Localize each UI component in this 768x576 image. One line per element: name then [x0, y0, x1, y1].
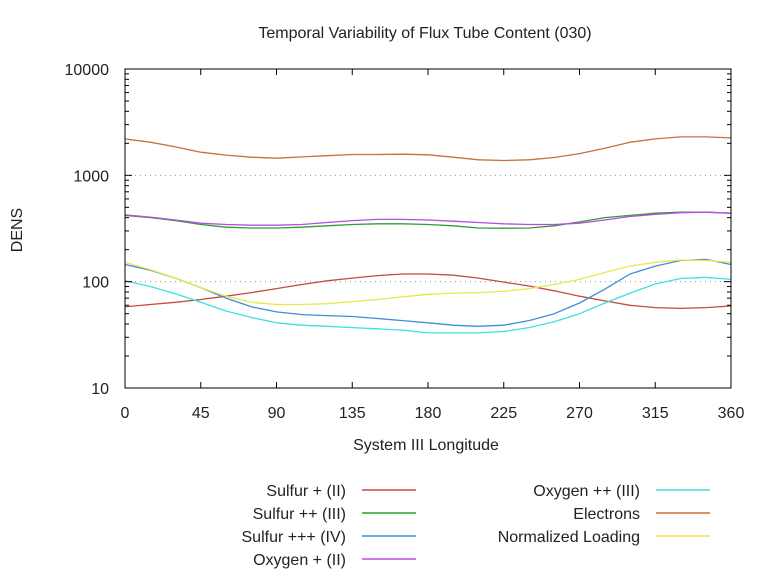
- legend-label: Sulfur ++ (III): [253, 506, 346, 523]
- series-line: [124, 258, 732, 327]
- legend: Sulfur + (II) Sulfur ++ (III) Sulfur +++ (…: [242, 483, 710, 569]
- x-tick-labels: 0 45 90 135 180 225 270 315 360: [121, 405, 745, 422]
- legend-label: Electrons: [573, 506, 640, 523]
- legend-label: Normalized Loading: [498, 529, 640, 546]
- grid-lines: [125, 174, 731, 283]
- x-tick-label: 225: [490, 405, 517, 422]
- y-axis-label: DENS: [9, 208, 26, 252]
- x-axis-label: System III Longitude: [353, 437, 499, 454]
- y-tick-label: 100: [82, 275, 109, 292]
- series-line: [124, 276, 732, 334]
- x-tick-label: 315: [642, 405, 669, 422]
- x-tick-label: 90: [268, 405, 286, 422]
- x-tick-label: 270: [566, 405, 593, 422]
- y-tick-label: 1000: [73, 168, 109, 185]
- x-tick-label: 45: [192, 405, 210, 422]
- y-tick-label: 10000: [65, 62, 110, 79]
- axis-ticks: [124, 68, 732, 389]
- legend-label: Oxygen ++ (III): [533, 483, 640, 500]
- chart-title: Temporal Variability of Flux Tube Conten…: [258, 25, 591, 42]
- legend-label: Sulfur + (II): [266, 483, 346, 500]
- legend-label: Oxygen + (II): [253, 552, 346, 569]
- x-tick-label: 135: [339, 405, 366, 422]
- y-tick-labels: 10 100 1000 10000: [65, 62, 110, 398]
- x-tick-label: 360: [718, 405, 745, 422]
- plot-frame: [124, 68, 732, 389]
- legend-label: Sulfur +++ (IV): [242, 529, 347, 546]
- series-line: [124, 211, 732, 229]
- series-line: [124, 273, 732, 310]
- series-line: [124, 259, 732, 306]
- series-line: [124, 136, 732, 162]
- y-tick-label: 10: [91, 381, 109, 398]
- series-line: [124, 211, 732, 226]
- x-tick-label: 0: [121, 405, 130, 422]
- series-lines: [124, 136, 732, 334]
- x-tick-label: 180: [415, 405, 442, 422]
